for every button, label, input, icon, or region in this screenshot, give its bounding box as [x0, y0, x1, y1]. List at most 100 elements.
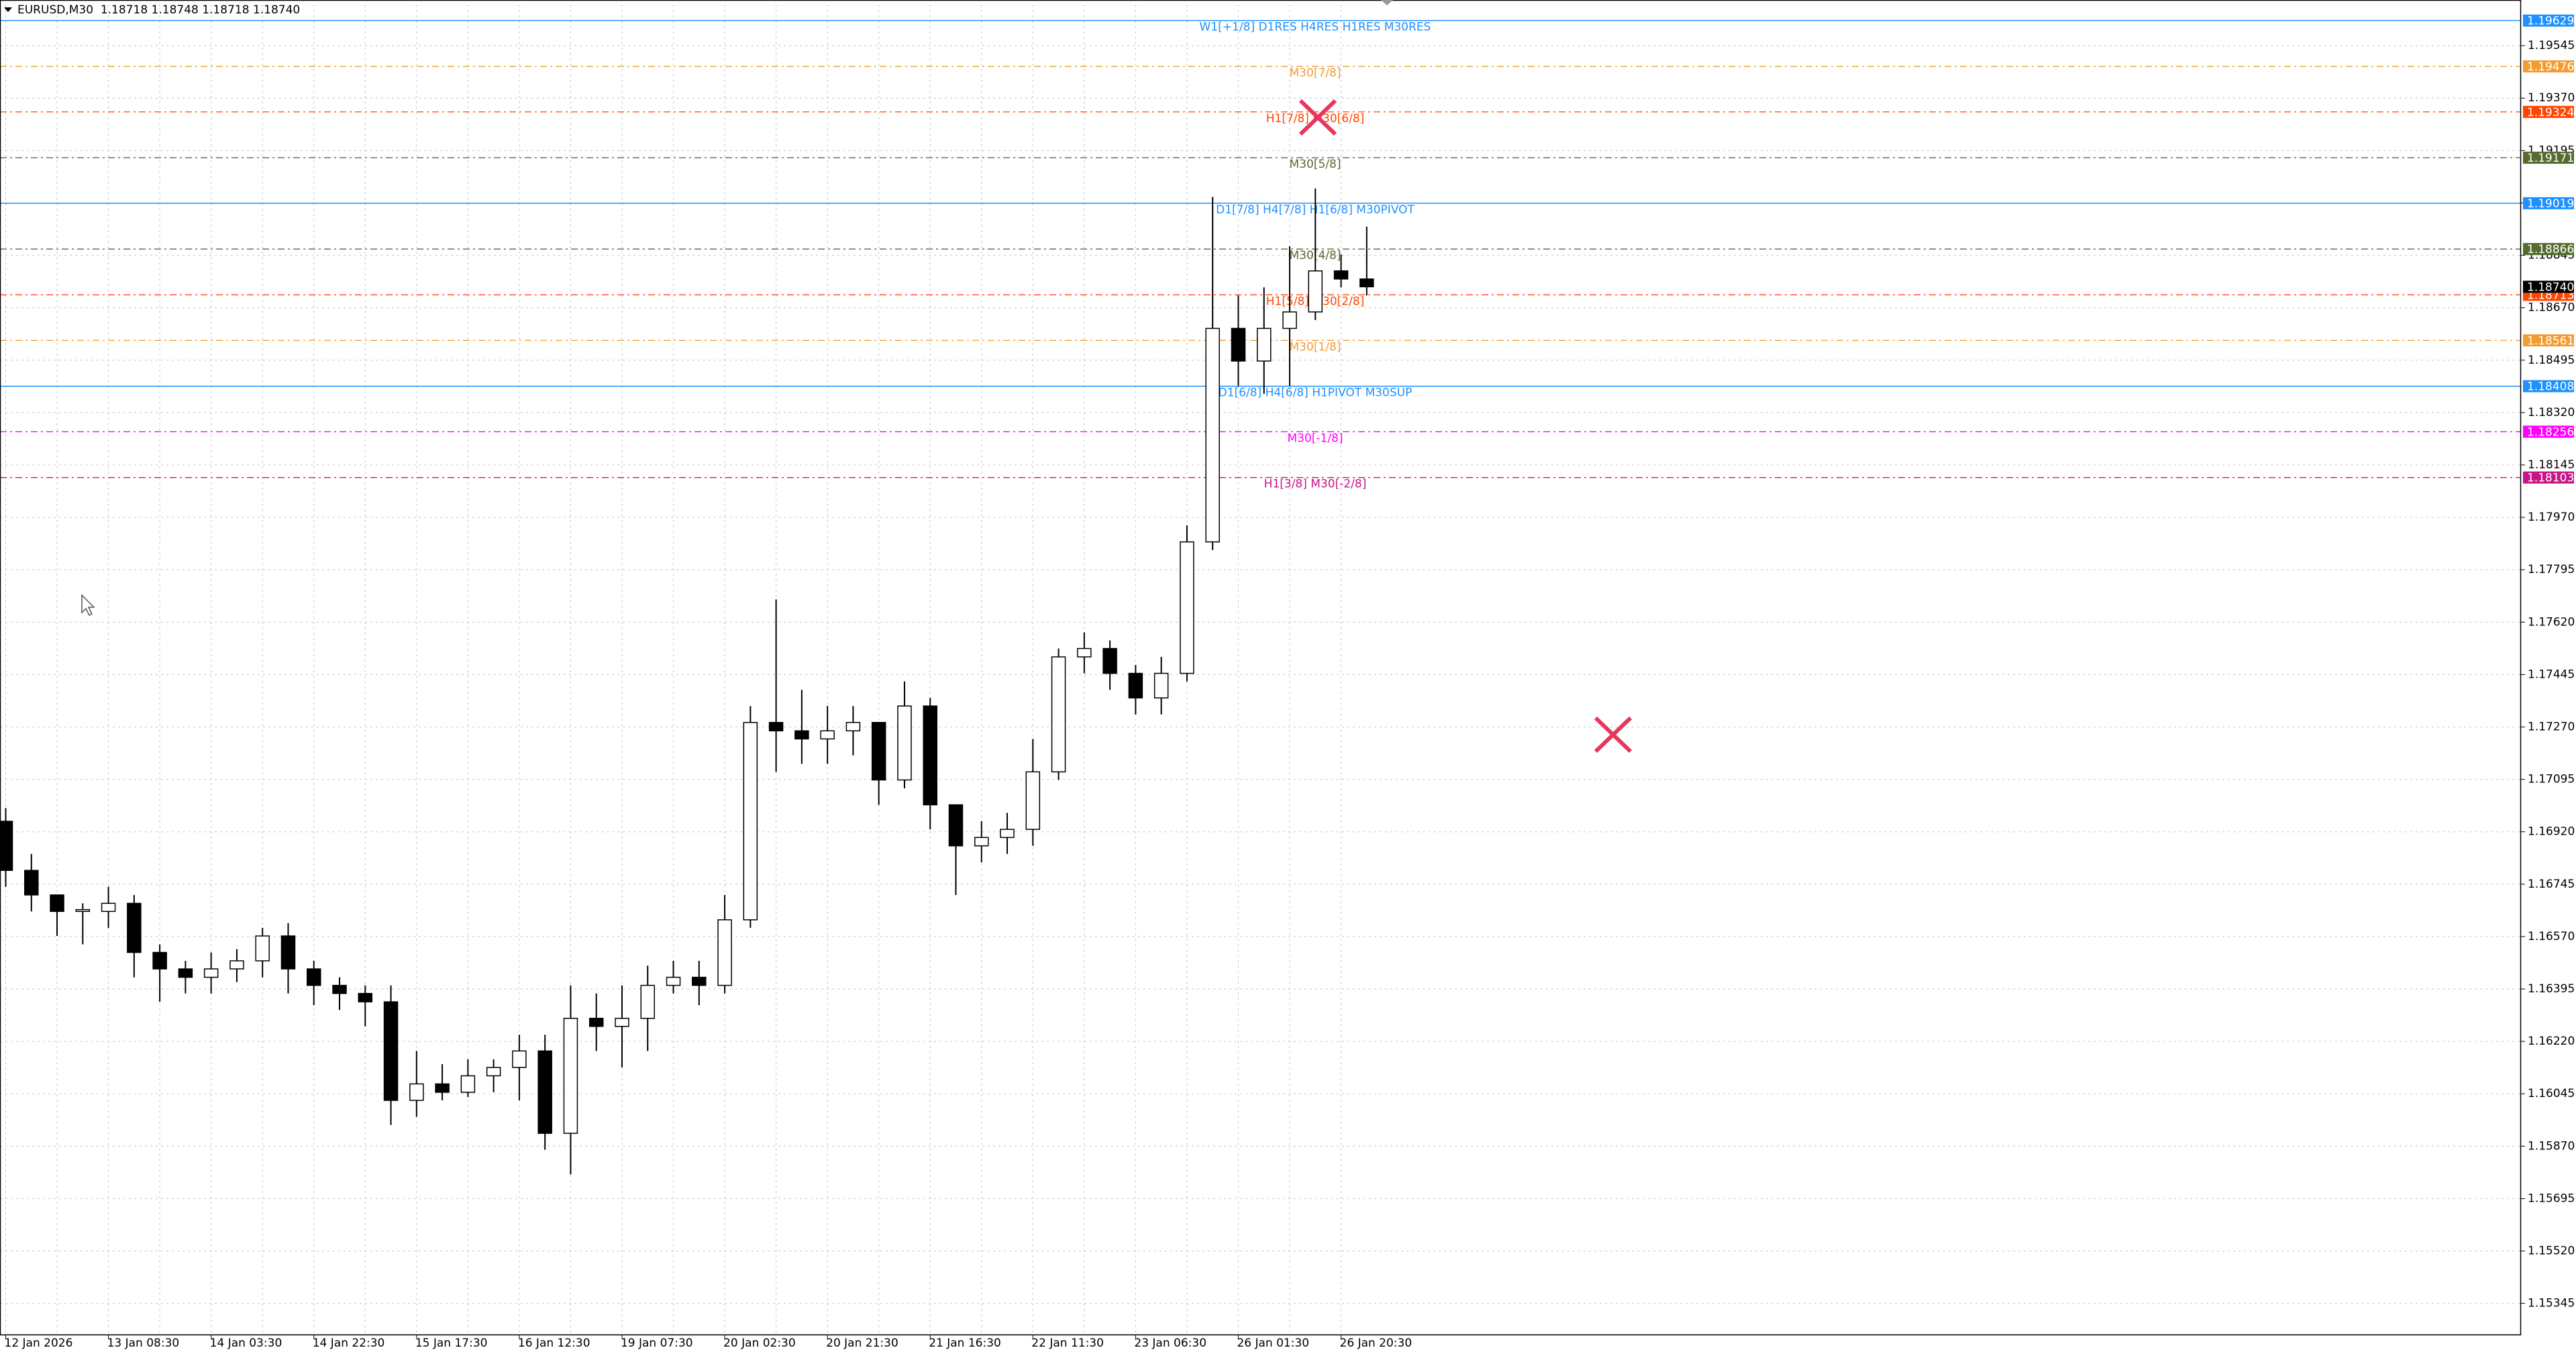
y-tick-label: 1.18145: [2528, 458, 2575, 472]
candle-body: [24, 870, 39, 896]
candle-body: [1308, 270, 1323, 313]
candle-body: [768, 722, 784, 732]
x-tick-label: 21 Jan 16:30: [929, 1337, 1001, 1350]
level-label: M30[-1/8]: [1287, 431, 1343, 445]
level-label: D1[6/8] H4[6/8] H1PIVOT M30SUP: [1219, 386, 1412, 400]
candles: [0, 189, 1374, 1175]
price-badge-label: 1.18103: [2527, 472, 2574, 485]
level-label: M30[5/8]: [1290, 158, 1341, 171]
candle-body: [1102, 647, 1117, 674]
candle-body: [666, 976, 681, 986]
price-badge: [2523, 105, 2574, 118]
level-label: M30[7/8]: [1290, 66, 1341, 80]
price-badge-label: 1.19476: [2527, 60, 2574, 74]
candle-body: [358, 992, 373, 1002]
y-tick-label: 1.15870: [2528, 1139, 2575, 1153]
x-tick-label: 26 Jan 01:30: [1237, 1337, 1309, 1350]
price-badge: [2523, 380, 2574, 393]
y-tick-label: 1.17620: [2528, 615, 2575, 629]
level-label: W1[+1/8] D1RES H4RES H1RES M30RES: [1200, 21, 1431, 34]
y-tick-label: 1.19370: [2528, 91, 2575, 105]
candle-body: [203, 968, 219, 978]
y-tick-label: 1.16045: [2528, 1087, 2575, 1100]
price-badge: [2523, 471, 2574, 484]
y-tick-label: 1.17095: [2528, 773, 2575, 786]
candle-body: [1231, 327, 1246, 362]
candle-body: [255, 935, 270, 961]
y-tick-label: 1.16920: [2528, 825, 2575, 839]
mouse-cursor: [81, 594, 95, 617]
candle-body: [512, 1050, 527, 1068]
price-badge-label: 1.18866: [2527, 243, 2574, 256]
candle-body: [1077, 647, 1092, 658]
candle-body: [435, 1083, 450, 1093]
candle-body: [1025, 771, 1041, 830]
candle-body: [332, 984, 347, 994]
y-tick-label: 1.18670: [2528, 301, 2575, 315]
candle-body: [1256, 327, 1272, 362]
y-tick-label: 1.17270: [2528, 720, 2575, 733]
candle-body: [692, 976, 707, 986]
plot-frame: [0, 0, 2522, 1336]
y-tick-label: 1.19545: [2528, 39, 2575, 52]
candle-body: [460, 1075, 476, 1093]
candle-body: [640, 984, 655, 1019]
price-badge-label: 1.19629: [2527, 15, 2574, 28]
y-tick-label: 1.17795: [2528, 563, 2575, 576]
x-tick-label: 20 Jan 21:30: [826, 1337, 898, 1350]
candle-body: [383, 1001, 399, 1101]
y-tick-label: 1.18320: [2528, 406, 2575, 419]
candle-body: [1359, 278, 1374, 288]
candle-body: [588, 1017, 604, 1027]
candle-body: [280, 935, 296, 970]
candle-body: [974, 837, 989, 847]
candle-body: [794, 730, 809, 740]
candle-body: [50, 894, 64, 912]
y-tick-label: 1.16220: [2528, 1035, 2575, 1048]
candle-body: [178, 968, 193, 978]
candle-body: [75, 908, 91, 912]
price-badge: [2523, 197, 2574, 209]
candle-body: [1180, 541, 1194, 674]
price-badge: [2523, 14, 2574, 27]
price-badge-label: 1.18256: [2527, 425, 2574, 439]
price-badge-label: 1.18408: [2527, 380, 2574, 394]
chart-title: EURUSD,M30 1.18718 1.18748 1.18718 1.187…: [17, 3, 300, 17]
candle-body: [229, 960, 244, 970]
price-badge-label: 1.19171: [2527, 152, 2574, 165]
y-tick-label: 1.16395: [2528, 982, 2575, 996]
candle-body: [1128, 672, 1143, 698]
x-tick-label: 26 Jan 20:30: [1340, 1337, 1412, 1350]
axis: 1.195451.193701.191951.190201.188451.186…: [5, 14, 2575, 1350]
price-badge-label: 1.19019: [2527, 197, 2574, 211]
candle-body: [409, 1083, 424, 1101]
candle-body: [717, 919, 732, 986]
x-tick-label: 22 Jan 11:30: [1031, 1337, 1104, 1350]
price-badge-label: 1.18740: [2527, 280, 2574, 294]
price-badge: [2523, 425, 2574, 438]
price-badge: [2523, 334, 2574, 347]
candle-body: [615, 1017, 629, 1027]
price-badge: [2523, 243, 2574, 256]
level-label: H1[3/8] M30[-2/8]: [1264, 478, 1367, 491]
x-tick-label: 12 Jan 2026: [5, 1337, 73, 1350]
candle-body: [563, 1017, 578, 1134]
candle-body: [127, 902, 142, 953]
y-tick-label: 1.16745: [2528, 878, 2575, 891]
candle-body: [152, 951, 167, 970]
candle-body: [1333, 270, 1349, 280]
candle-body: [897, 705, 912, 781]
price-badge: [2523, 280, 2574, 293]
y-tick-label: 1.15520: [2528, 1244, 2575, 1257]
price-badge-label: 1.19324: [2527, 106, 2574, 119]
y-tick-label: 1.17970: [2528, 511, 2575, 524]
candle-body: [1051, 656, 1066, 773]
candle-body: [845, 722, 861, 732]
candle-body: [537, 1050, 552, 1134]
y-tick-label: 1.16570: [2528, 930, 2575, 943]
x-tick-label: 19 Jan 07:30: [621, 1337, 693, 1350]
x-tick-label: 20 Jan 02:30: [723, 1337, 796, 1350]
x-tick-label: 23 Jan 06:30: [1134, 1337, 1206, 1350]
